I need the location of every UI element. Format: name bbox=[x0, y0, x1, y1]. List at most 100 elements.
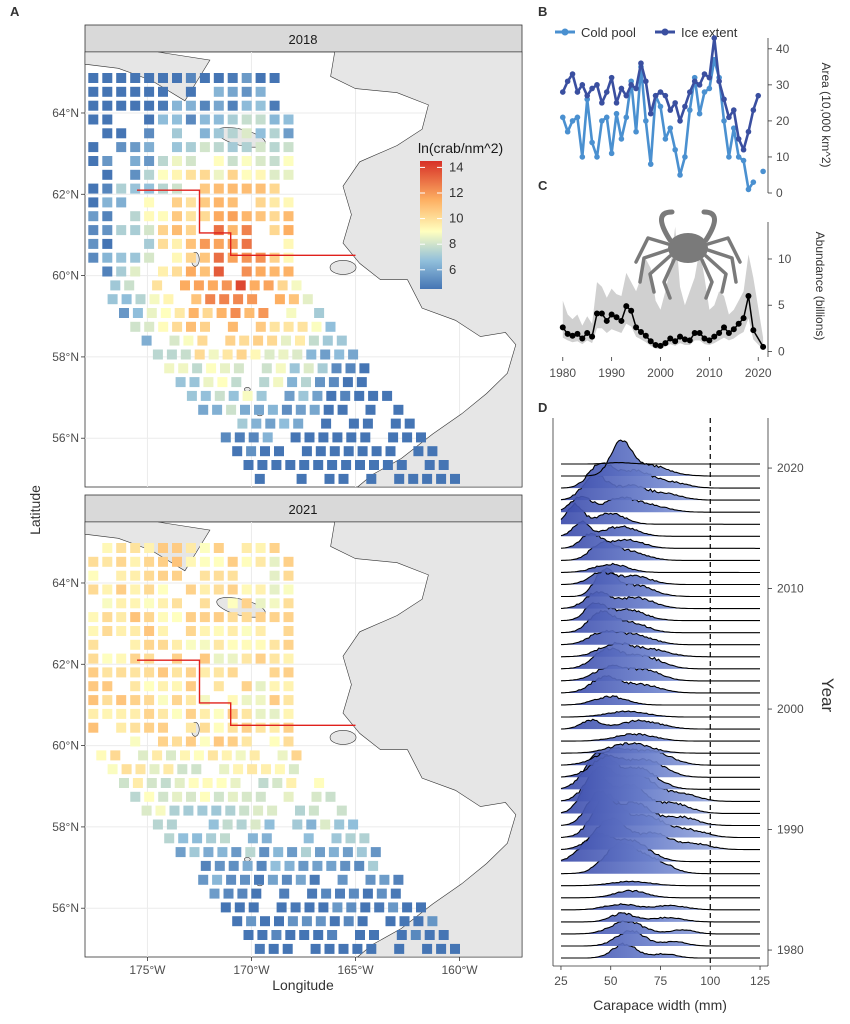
station-cell bbox=[278, 349, 289, 360]
legend-tick-label: 6 bbox=[449, 262, 456, 277]
station-cell bbox=[130, 169, 141, 180]
station-cell bbox=[88, 225, 99, 236]
ridge-fill-2008 bbox=[561, 602, 760, 621]
station-cell bbox=[185, 156, 196, 166]
station-cell bbox=[172, 225, 182, 236]
station-cell bbox=[144, 86, 155, 97]
panel-d-ridgeline: 25 50 75 100 125 1980 1990 2000 2010 2020 Carapac… bbox=[552, 418, 837, 1013]
station-cell bbox=[172, 639, 182, 650]
station-cell bbox=[130, 86, 141, 97]
station-cell bbox=[130, 791, 141, 802]
abundance-point bbox=[691, 329, 698, 336]
y-tick-label: 58°N bbox=[52, 820, 79, 834]
station-cell bbox=[202, 778, 213, 788]
station-cell bbox=[158, 736, 168, 747]
station-cell bbox=[267, 805, 278, 816]
c-x-tick-label: 2020 bbox=[745, 366, 772, 380]
c-y-axis-label: Abundance (billions) bbox=[813, 232, 827, 341]
station-cell bbox=[130, 183, 141, 194]
station-cell bbox=[359, 833, 370, 844]
station-cell bbox=[166, 349, 177, 360]
station-cell bbox=[404, 418, 415, 429]
data-point-cold-pool bbox=[687, 107, 693, 113]
abundance-point bbox=[677, 333, 684, 340]
station-cell bbox=[241, 238, 252, 249]
c-x-tick-label: 2000 bbox=[647, 366, 674, 380]
station-cell bbox=[436, 473, 447, 484]
station-cell bbox=[102, 169, 113, 180]
station-cell bbox=[158, 667, 168, 678]
station-cell bbox=[172, 667, 182, 678]
data-point-cold-pool bbox=[706, 85, 713, 92]
station-cell bbox=[180, 349, 191, 360]
station-cell bbox=[331, 363, 342, 374]
station-cell bbox=[158, 211, 168, 222]
station-cell bbox=[324, 943, 335, 954]
abundance-point bbox=[735, 320, 742, 327]
ridge-line-2016 bbox=[560, 502, 760, 525]
data-point-ice-extent bbox=[559, 89, 566, 95]
nunivak-island bbox=[329, 260, 357, 275]
data-point-ice-extent bbox=[696, 82, 703, 88]
station-cell bbox=[214, 390, 225, 401]
station-cell bbox=[199, 598, 210, 609]
station-cell bbox=[328, 847, 339, 858]
station-cell bbox=[371, 446, 382, 457]
station-cell bbox=[205, 294, 216, 305]
station-cell bbox=[259, 847, 270, 858]
station-cell bbox=[186, 321, 196, 332]
station-cell bbox=[264, 819, 275, 830]
station-cell bbox=[226, 404, 237, 415]
station-cell bbox=[261, 363, 272, 374]
station-cell bbox=[269, 584, 280, 595]
station-cell bbox=[233, 764, 244, 775]
station-cell bbox=[241, 639, 252, 650]
station-cell bbox=[213, 556, 224, 567]
d-y-axis-label: Year bbox=[818, 678, 837, 713]
station-cell bbox=[149, 764, 160, 775]
station-cell bbox=[166, 750, 176, 761]
y-tick-label: 64°N bbox=[52, 106, 79, 120]
station-cell bbox=[88, 156, 99, 166]
station-cell bbox=[249, 280, 260, 291]
station-cell bbox=[283, 584, 294, 595]
station-cell bbox=[346, 902, 357, 913]
station-cell bbox=[246, 446, 257, 457]
station-cell bbox=[241, 211, 252, 222]
station-cell bbox=[213, 584, 224, 595]
b-y-tick-label: 40 bbox=[776, 42, 790, 56]
station-cell bbox=[119, 308, 129, 318]
station-cell bbox=[185, 695, 196, 706]
ridge-fill-2000 bbox=[561, 711, 760, 718]
station-cell bbox=[185, 114, 196, 125]
data-point-cold-pool bbox=[559, 114, 566, 121]
station-cell bbox=[213, 197, 224, 208]
station-cell bbox=[283, 225, 294, 236]
abundance-point bbox=[716, 329, 723, 336]
station-cell bbox=[230, 308, 241, 318]
station-cell bbox=[102, 128, 113, 139]
station-cell bbox=[213, 73, 224, 83]
data-point-ice-extent bbox=[584, 92, 591, 99]
d-x-tick-label: 125 bbox=[750, 974, 770, 988]
station-cell bbox=[273, 377, 284, 388]
station-cell bbox=[158, 695, 168, 706]
y-tick-label: 62°N bbox=[52, 657, 79, 671]
station-cell bbox=[185, 73, 196, 83]
data-point-ice-extent bbox=[594, 82, 600, 88]
station-cell bbox=[213, 667, 224, 678]
data-point-cold-pool bbox=[662, 136, 669, 142]
station-cell bbox=[357, 916, 368, 927]
station-cell bbox=[335, 888, 345, 899]
station-cell bbox=[264, 349, 275, 360]
b-y-tick-label: 20 bbox=[776, 114, 790, 128]
station-cell bbox=[213, 736, 224, 747]
station-cell bbox=[197, 335, 208, 346]
panel-letter-c: C bbox=[538, 178, 548, 193]
station-cell bbox=[365, 874, 376, 885]
station-cell bbox=[188, 778, 199, 788]
data-point-ice-extent bbox=[706, 74, 713, 81]
station-cell bbox=[422, 473, 433, 484]
station-cell bbox=[269, 225, 280, 236]
station-cell bbox=[102, 708, 113, 719]
